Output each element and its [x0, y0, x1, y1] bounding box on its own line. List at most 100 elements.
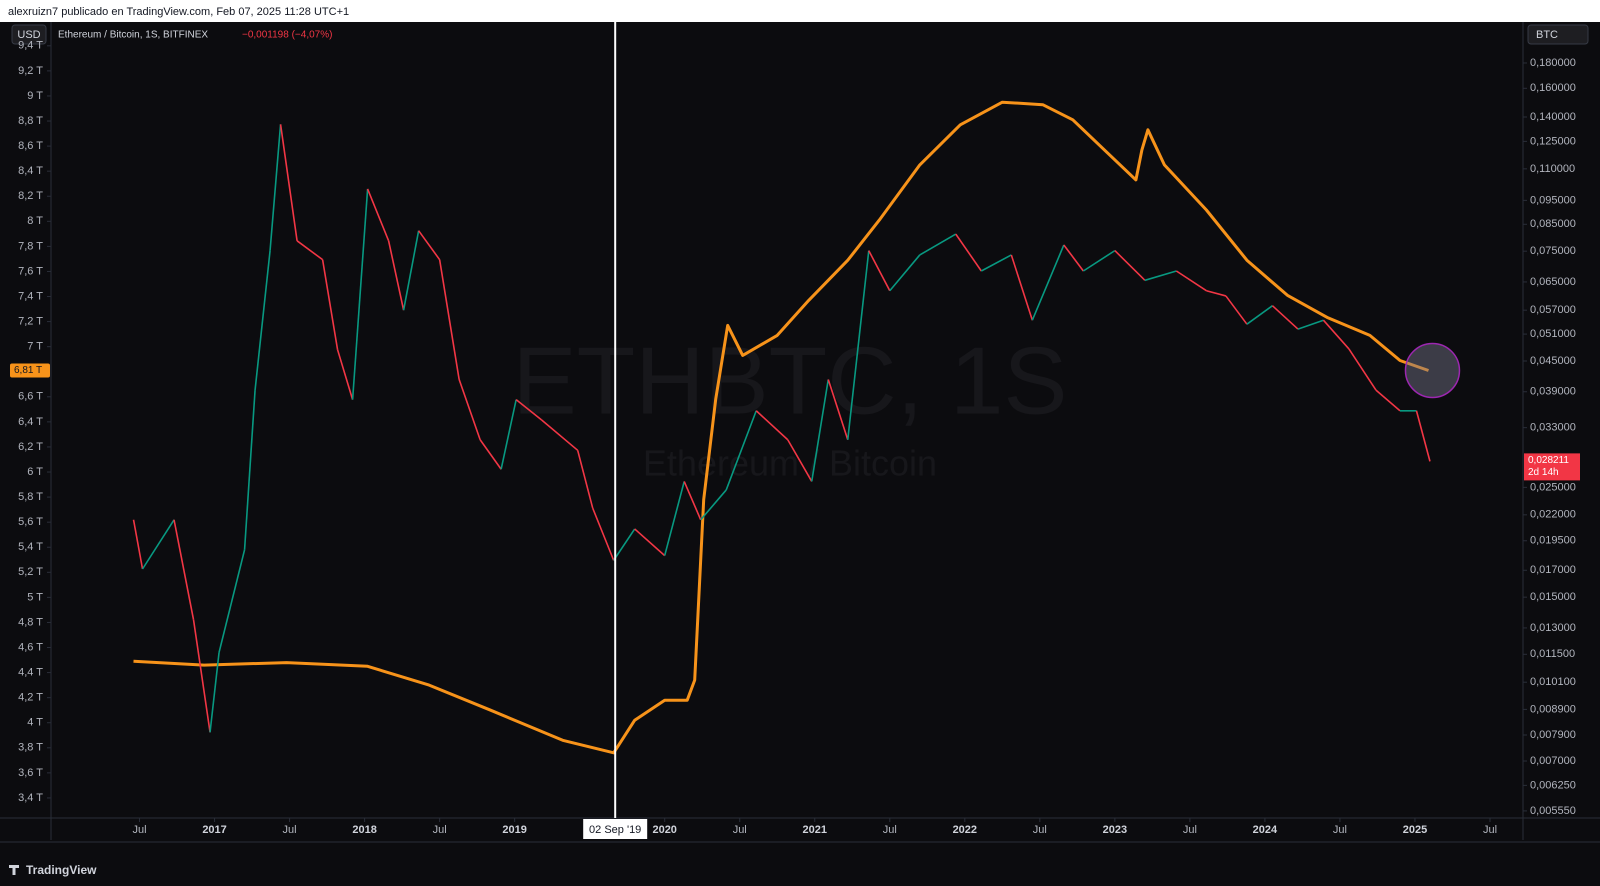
price-segment [613, 528, 636, 561]
y-tick-label: 8,4 T [18, 165, 43, 177]
x-tick-label: 2022 [953, 824, 977, 836]
highlight-circle [1404, 342, 1461, 399]
watermark-subtitle: Ethereum / Bitcoin [643, 443, 937, 484]
x-tick-label: 2025 [1403, 824, 1427, 836]
y2-tick-label: 0,019500 [1530, 535, 1576, 547]
y2-tick-label: 0,180000 [1530, 57, 1576, 69]
y-tick-label: 6,2 T [18, 441, 43, 453]
price-segment [1375, 389, 1401, 412]
y-tick-label: 3,4 T [18, 792, 43, 804]
x-tick-label: 2018 [352, 824, 376, 836]
y2-tick-label: 0,125000 [1530, 135, 1576, 147]
price-segment [980, 254, 1012, 272]
currency-button[interactable] [11, 24, 47, 45]
price-segment [1082, 249, 1116, 272]
y2-tick-label: 0,140000 [1530, 111, 1576, 123]
y-tick-label: 8,8 T [18, 115, 43, 127]
watermark: ETHBTC, 1S [513, 327, 1068, 434]
y-tick-label: 6 T [27, 466, 43, 478]
y-tick-label: 7,4 T [18, 290, 43, 302]
last-price-box [1524, 453, 1580, 481]
y2-tick-label: 0,085000 [1530, 218, 1576, 230]
x-tick-label: 2021 [803, 824, 827, 836]
x-tick-label: Jul [433, 824, 447, 836]
y2-tick-label: 0,013000 [1530, 622, 1576, 634]
price-segment [1246, 305, 1273, 325]
price-segment [1415, 410, 1431, 462]
crosshair-label: 02 Sep '19 [589, 824, 641, 836]
y-tick-label: 4,2 T [18, 692, 43, 704]
y-tick-label: 7,8 T [18, 240, 43, 252]
last-value-box [10, 363, 50, 378]
y2-tick-label: 0,033000 [1530, 422, 1576, 434]
price-segment [479, 439, 502, 470]
y2-tick-label: 0,008900 [1530, 703, 1576, 715]
y2-tick-label: 0,006250 [1530, 779, 1576, 791]
price-segment [209, 652, 220, 733]
x-tick-label: Jul [1483, 824, 1497, 836]
price-segment [321, 259, 339, 350]
price-segment [810, 379, 830, 482]
y2-tick-label: 0,025000 [1530, 481, 1576, 493]
x-tick-label: Jul [283, 824, 297, 836]
price-segment [1297, 319, 1324, 330]
brand: TradingView [26, 863, 97, 877]
y-tick-label: 5,6 T [18, 516, 43, 528]
price-segment [192, 619, 211, 733]
left-currency: USD [17, 29, 40, 41]
price-segment [868, 250, 891, 292]
footer-bar [0, 842, 1600, 886]
publish-info: alexruizn7 publicado en TradingView.com,… [8, 6, 349, 18]
x-tick-label: Jul [132, 824, 146, 836]
price-segment [725, 410, 757, 491]
indicator-line [133, 100, 1429, 755]
y-tick-label: 6,4 T [18, 416, 43, 428]
price-segment [1225, 295, 1248, 325]
price-segment [683, 481, 702, 521]
price-segment [955, 233, 982, 272]
price-segment [351, 188, 369, 400]
y-tick-label: 7,6 T [18, 265, 43, 277]
y2-tick-label: 0,039000 [1530, 386, 1576, 398]
y2-tick-label: 0,015000 [1530, 591, 1576, 603]
x-tick-label: Jul [1183, 824, 1197, 836]
price-segment [634, 528, 666, 557]
price-segment [1271, 305, 1299, 330]
price-segment [663, 481, 685, 556]
price-segment [846, 250, 870, 440]
y2-tick-label: 0,007900 [1530, 729, 1576, 741]
y2-tick-label: 0,095000 [1530, 194, 1576, 206]
price-segment [1031, 244, 1065, 321]
y-tick-label: 4,8 T [18, 616, 43, 628]
y2-tick-label: 0,075000 [1530, 245, 1576, 257]
y-tick-label: 5,2 T [18, 566, 43, 578]
price-segment [541, 419, 579, 451]
y-tick-label: 7 T [27, 341, 43, 353]
y2-tick-label: 0,017000 [1530, 564, 1576, 576]
price-segment [296, 240, 324, 261]
x-tick-label: 2019 [502, 824, 526, 836]
price-segment [402, 230, 420, 311]
price-segment [218, 549, 246, 653]
legend-change: −0,001198 (−4,07%) [242, 30, 332, 41]
plot: ETHBTC, 1S Ethereum / Bitcoin [132, 100, 1461, 755]
last-price-label: 0,028211 [1528, 455, 1569, 466]
y-tick-label: 5,8 T [18, 491, 43, 503]
price-segment [458, 379, 481, 440]
crosshair-label-box [583, 819, 648, 839]
x-tick-label: Jul [1333, 824, 1347, 836]
y2-tick-label: 0,110000 [1530, 163, 1575, 175]
y-tick-label: 8,2 T [18, 190, 43, 202]
countdown-label: 2d 14h [1528, 467, 1559, 478]
price-segment [1322, 319, 1350, 350]
y-tick-label: 5 T [27, 591, 43, 603]
price-segment [1175, 270, 1207, 292]
currency-button[interactable] [1527, 24, 1589, 45]
price-segment [787, 439, 813, 482]
y2-tick-label: 0,045000 [1530, 355, 1576, 367]
price-segment [243, 390, 256, 550]
price-segment [827, 379, 849, 440]
y-tick-label: 4 T [27, 717, 43, 729]
price-segment [366, 188, 390, 242]
y2-tick-label: 0,160000 [1530, 82, 1576, 94]
